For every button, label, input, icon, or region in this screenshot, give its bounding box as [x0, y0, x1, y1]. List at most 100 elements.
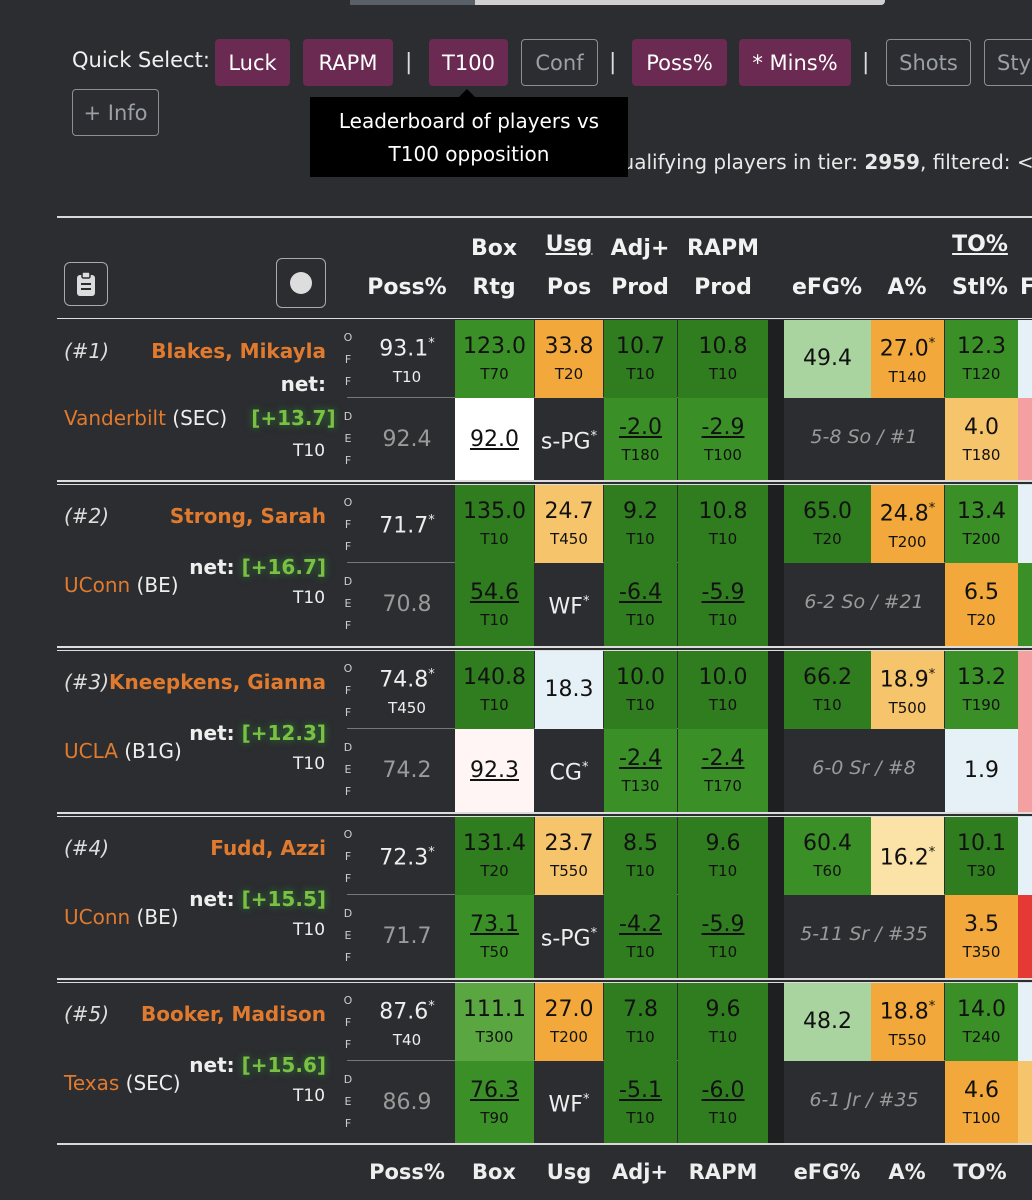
player-rank: (#1) — [64, 339, 110, 363]
stat-rank: T10 — [626, 365, 655, 383]
player-bio: 6-1 Jr / #35 — [809, 1089, 919, 1111]
header-usg[interactable]: Usg — [545, 232, 593, 257]
net-rating: net: [+16.7] — [189, 555, 326, 579]
stat-value: 10.1 — [957, 831, 1006, 856]
stat-rank: T10 — [708, 610, 738, 629]
footer-efg[interactable]: eFG% — [793, 1160, 861, 1184]
box-cell: 131.4 T20 — [455, 817, 534, 895]
team-name-link[interactable]: UConn — [64, 905, 131, 929]
footer-rapm[interactable]: RAPM — [688, 1160, 758, 1184]
player-name-link[interactable]: Kneepkens, Gianna — [109, 670, 326, 694]
header-efg[interactable]: eFG% — [791, 275, 863, 300]
row-divider — [57, 978, 1032, 980]
stat-rank: T10 — [392, 367, 422, 386]
stat-value: 18.8* — [879, 999, 936, 1025]
stat-value: s-PG* — [540, 925, 598, 952]
footer-adj[interactable]: Adj+ — [611, 1160, 669, 1184]
stat-value: 72.3* — [379, 845, 435, 871]
stat-value: 8.5 — [623, 831, 658, 856]
header-rapm[interactable]: RAPM — [687, 236, 759, 261]
mins-button[interactable]: * Mins% — [739, 39, 851, 86]
stat-value: 74.8* — [379, 667, 435, 693]
stat-value: 65.0 — [803, 499, 852, 524]
box-cell: 135.0 T10 — [455, 485, 534, 563]
poss-button[interactable]: Poss% — [632, 39, 727, 86]
stat-value: 135.0 — [463, 499, 526, 524]
style-button[interactable]: Sty — [984, 39, 1032, 86]
team-name-link[interactable]: Texas — [64, 1071, 120, 1095]
info-button[interactable]: + Info — [72, 89, 159, 136]
rapm-button[interactable]: RAPM — [303, 39, 393, 86]
poss-cell: 74.8* T450 — [360, 651, 454, 729]
adj-cell: 8.5 T10 — [604, 817, 677, 895]
top-scrollbar-thumb[interactable] — [350, 0, 475, 5]
header-box[interactable]: Box — [470, 236, 518, 261]
clipboard-button[interactable] — [64, 262, 108, 306]
row-divider — [57, 480, 1032, 482]
team-name-link[interactable]: UConn — [64, 573, 131, 597]
header-pos[interactable]: Pos — [546, 275, 592, 300]
header-to[interactable]: TO% — [952, 232, 1008, 257]
rapm-cell: 10.0 T10 — [678, 651, 768, 729]
header-a[interactable]: A% — [887, 275, 927, 300]
footer-poss[interactable]: Poss% — [369, 1160, 445, 1184]
stat-value: 27.0* — [879, 336, 936, 362]
stat-value: 9.6 — [705, 997, 741, 1022]
stat-value: 7.8 — [623, 997, 658, 1022]
stat-value: 1.9 — [964, 757, 999, 783]
stat-value: 33.8 — [544, 334, 594, 359]
player-name-link[interactable]: Blakes, Mikayla — [151, 339, 326, 363]
stl-cell: 6.5 T20 — [945, 563, 1018, 646]
stat-rank: T20 — [967, 610, 996, 629]
header-adj[interactable]: Adj+ — [610, 236, 670, 261]
luck-button[interactable]: Luck — [215, 39, 290, 86]
rapm-cell: 9.6 T10 — [678, 817, 768, 895]
stat-value: 4.6 — [964, 1077, 999, 1103]
poss-cell: 93.1* T10 — [360, 320, 454, 398]
header-adj-prod[interactable]: Prod — [611, 275, 669, 300]
stat-value: 54.6 — [470, 579, 519, 605]
stat-value: -5.1 — [619, 1077, 662, 1103]
usg-cell: 24.7 T450 — [535, 485, 603, 563]
position-cell: CG* — [535, 729, 603, 812]
asterisk: * — [581, 759, 589, 775]
player-name-link[interactable]: Booker, Madison — [141, 1002, 326, 1026]
team-name-link[interactable]: UCLA — [64, 739, 118, 763]
header-stl[interactable]: Stl% — [952, 275, 1008, 300]
tooltip-arrow — [458, 89, 476, 98]
def-poss-cell: 74.2 — [360, 729, 454, 812]
header-next[interactable]: F — [1020, 275, 1032, 300]
conf-button[interactable]: Conf — [521, 39, 598, 86]
header-poss[interactable]: Poss% — [367, 275, 447, 300]
stat-value: 71.7* — [379, 513, 435, 539]
footer-a[interactable]: A% — [888, 1160, 926, 1184]
def-rapm-cell: -2.9 T100 — [678, 398, 768, 481]
header-box-rtg[interactable]: Rtg — [472, 275, 516, 300]
net-rating: net: [+15.5] — [189, 887, 326, 911]
top-scrollbar[interactable] — [350, 0, 885, 5]
stat-rank: T10 — [626, 610, 655, 629]
header-rapm-prod[interactable]: Prod — [694, 275, 752, 300]
team-name-link[interactable]: Vanderbilt — [64, 406, 166, 430]
team-label: Texas (SEC) — [64, 1071, 181, 1095]
stat-rank: T50 — [480, 942, 509, 961]
stat-rank: T60 — [813, 862, 842, 880]
shots-button[interactable]: Shots — [886, 39, 971, 86]
player-name-link[interactable]: Fudd, Azzi — [210, 836, 326, 860]
stat-value: 73.1 — [470, 911, 519, 937]
footer-box[interactable]: Box — [472, 1160, 516, 1184]
player-name-link[interactable]: Strong, Sarah — [169, 504, 326, 528]
stat-value: 70.8 — [382, 591, 432, 617]
footer-to[interactable]: TO% — [953, 1160, 1007, 1184]
stat-rank: T140 — [888, 367, 927, 386]
stat-rank: T70 — [480, 365, 509, 383]
record-button[interactable] — [276, 258, 326, 308]
t100-button[interactable]: T100 — [429, 39, 508, 86]
stl-cell: 3.5 T350 — [945, 895, 1018, 978]
stat-rank: T10 — [626, 942, 655, 961]
stat-value: 9.2 — [623, 499, 658, 524]
footer-usg[interactable]: Usg — [546, 1160, 592, 1184]
stat-value: 9.6 — [705, 831, 741, 856]
